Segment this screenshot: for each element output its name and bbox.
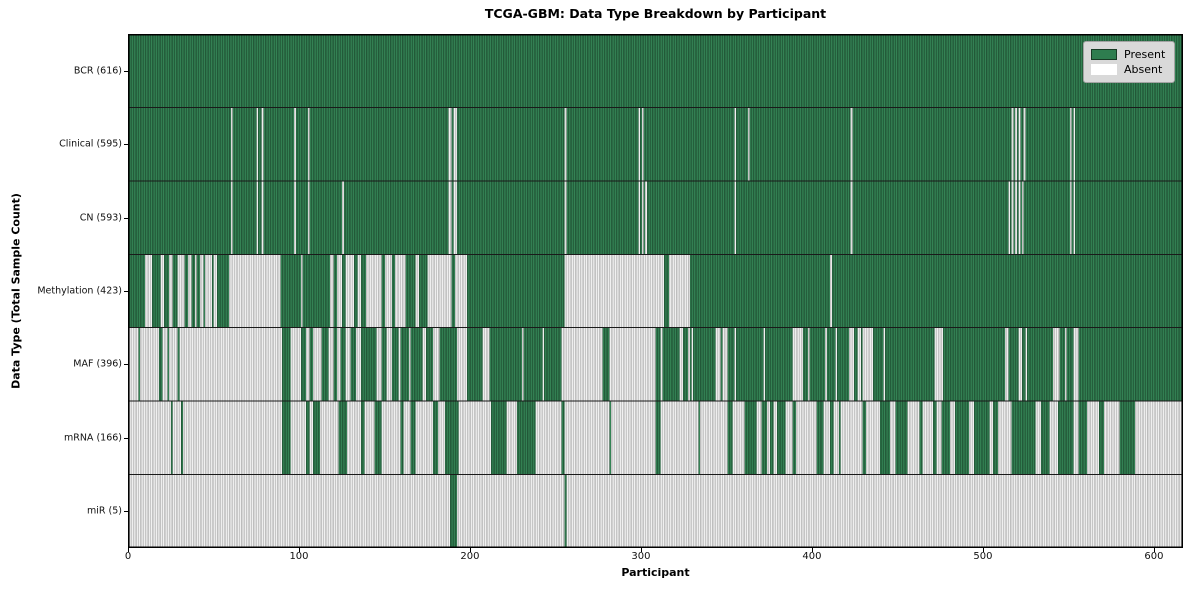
row-CN [128, 180, 1183, 255]
legend-label-present: Present [1124, 48, 1166, 61]
legend-entry-absent: Absent [1091, 62, 1167, 77]
y-tick-mark [124, 217, 128, 219]
x-tick-mark [128, 548, 129, 552]
x-tick-label: 600 [1144, 551, 1164, 562]
x-tick-label: 0 [124, 551, 132, 562]
y-tick-label-mRNA: mRNA (166) [63, 432, 122, 444]
row-BCR [128, 34, 1183, 108]
y-tick-label-BCR: BCR (616) [73, 65, 122, 77]
x-tick-mark [469, 548, 471, 552]
x-tick-mark [811, 548, 813, 552]
row-mRNA [128, 401, 1183, 475]
present-swatch [1091, 49, 1117, 60]
chart-title: TCGA-GBM: Data Type Breakdown by Partici… [484, 6, 827, 21]
row-MAF [128, 327, 1183, 402]
y-tick-mark [124, 144, 128, 146]
row-Clinical [128, 107, 1183, 181]
y-axis-label: Data Type (Total Sample Count) [9, 193, 23, 389]
x-axis-label: Participant [621, 566, 690, 579]
y-tick-mark [124, 437, 128, 439]
y-tick-mark [124, 511, 128, 513]
x-tick-mark [1153, 548, 1155, 552]
y-tick-label-miR: miR (5) [87, 505, 122, 517]
row-Methylation [128, 254, 1183, 328]
x-tick-label: 300 [631, 551, 651, 562]
row-miR [128, 474, 1183, 548]
presence-matrix [128, 34, 1183, 548]
x-tick-label: 100 [289, 551, 309, 562]
x-tick-label: 400 [802, 551, 822, 562]
y-tick-mark [124, 70, 128, 72]
absent-swatch [1091, 64, 1117, 75]
y-tick-label-CN: CN (593) [79, 212, 122, 224]
y-tick-label-Clinical: Clinical (595) [59, 138, 122, 150]
x-tick-mark [982, 548, 984, 552]
plot-area [128, 34, 1183, 548]
y-tick-label-Methylation: Methylation (423) [37, 285, 122, 297]
x-tick-mark [298, 548, 300, 552]
y-tick-mark [124, 291, 128, 292]
legend-label-absent: Absent [1124, 63, 1163, 76]
legend-entry-present: Present [1091, 47, 1167, 62]
x-tick-mark [640, 548, 642, 552]
y-tick-mark [124, 364, 128, 366]
x-tick-label: 200 [460, 551, 480, 562]
y-tick-label-MAF: MAF (396) [73, 358, 122, 370]
legend: Present Absent [1083, 41, 1175, 83]
x-tick-label: 500 [973, 551, 993, 562]
